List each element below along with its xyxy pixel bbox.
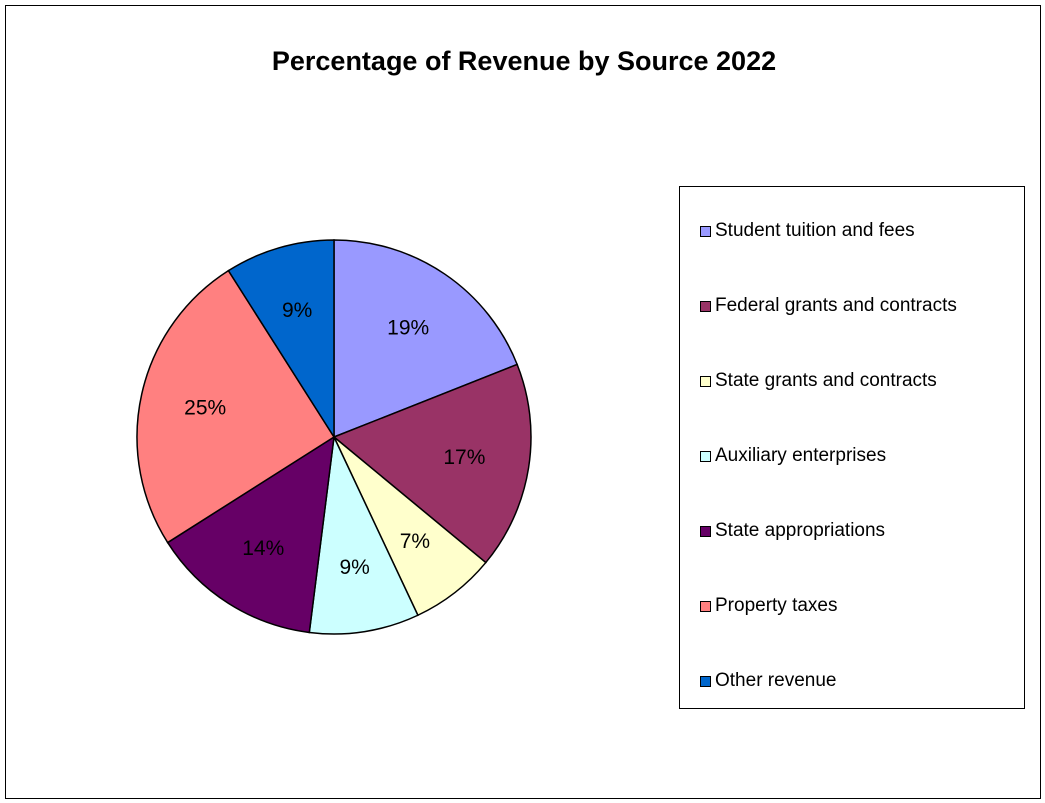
pie-slice-other-revenue [227,239,335,440]
pie-chart: 19% 17% 7% 9% 14% 25% 9% [136,239,532,635]
legend-item: Property taxes [700,594,838,618]
data-label: 9% [282,299,312,322]
chart-frame: Percentage of Revenue by Source 2022 19%… [5,5,1041,799]
pie-slice-property-taxes [136,269,336,544]
data-label: 17% [443,446,485,469]
legend-label: State grants and contracts [715,370,937,391]
pie-slice-auxiliary-enterprises [308,434,419,635]
legend-item: Student tuition and fees [700,219,915,243]
data-label: 25% [184,397,226,420]
legend-swatch [700,600,711,612]
legend-label: Property taxes [715,595,838,616]
legend-item: Other revenue [700,669,836,693]
pie-slice-state-appropriations [166,435,335,634]
legend-swatch [700,525,711,537]
chart-title: Percentage of Revenue by Source 2022 [271,46,777,76]
data-label: 9% [339,556,369,579]
legend-swatch [700,225,711,237]
pie-slice-student-tuition-and-fees [333,239,519,439]
legend-label: Auxiliary enterprises [715,445,887,466]
legend: Student tuition and fees Federal grants a… [679,186,1025,709]
legend-label: Student tuition and fees [715,220,915,241]
legend-label: Other revenue [715,670,837,691]
legend-label: State appropriations [715,520,886,541]
legend-swatch [700,375,711,387]
legend-swatch [700,675,711,687]
legend-label: Federal grants and contracts [715,295,957,316]
pie-slice-federal-grants-and-contracts [332,363,532,564]
data-label: 14% [242,537,284,560]
legend-item: State appropriations [700,519,885,543]
data-label: 7% [400,530,430,553]
legend-swatch [700,300,711,312]
legend-item: State grants and contracts [700,369,937,393]
data-label: 19% [387,316,429,339]
legend-item: Auxiliary enterprises [700,444,886,468]
legend-swatch [700,450,711,462]
legend-item: Federal grants and contracts [700,294,957,318]
